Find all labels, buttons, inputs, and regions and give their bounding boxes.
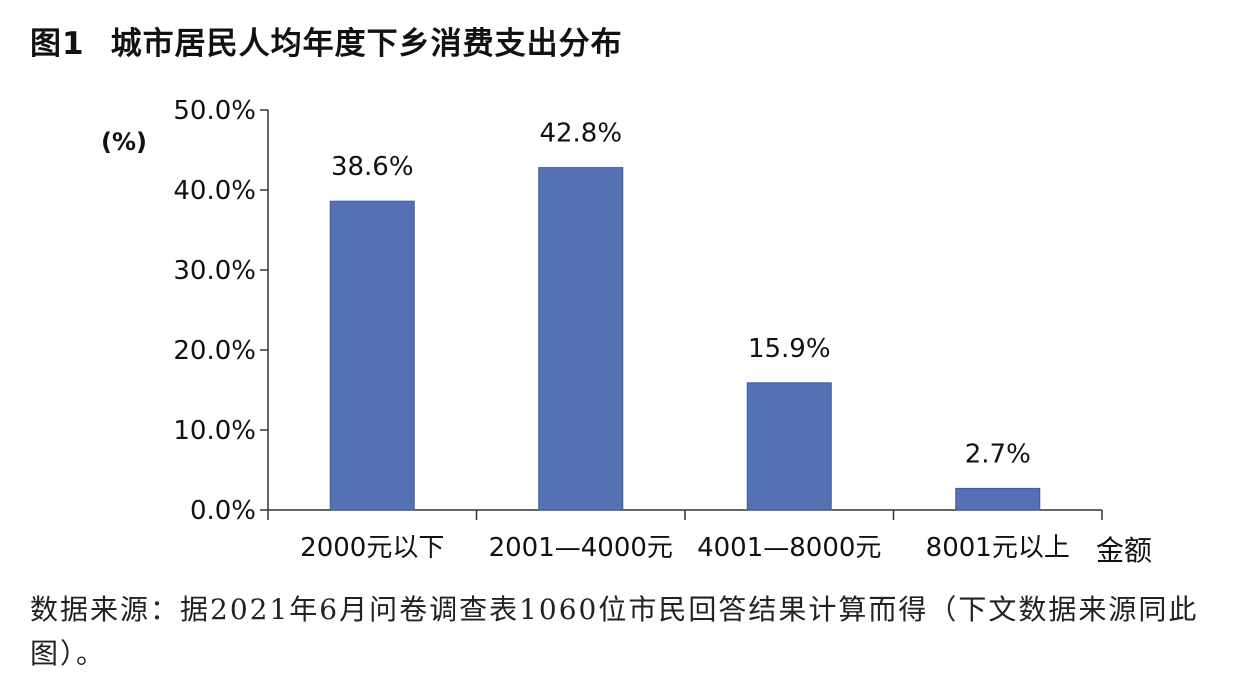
y-tick-label: 10.0%: [173, 416, 256, 446]
y-tick-label: 0.0%: [190, 496, 256, 526]
bar: [746, 382, 832, 511]
figure-title: 图1 城市居民人均年度下乡消费支出分布: [30, 18, 623, 63]
y-axis-label: (%): [101, 128, 147, 156]
bar-chart: 0.0% 10.0% 20.0% 30.0% 40.0% 50.0% (%) 38.6% 200…: [101, 96, 1152, 567]
y-tick-label: 40.0%: [173, 176, 256, 206]
data-label: 42.8%: [539, 119, 622, 149]
data-label: 38.6%: [331, 152, 414, 182]
x-tick-label: 2000元以下: [300, 533, 444, 563]
data-label: 15.9%: [748, 334, 831, 364]
x-tick-label: 2001—4000元: [489, 533, 673, 563]
y-tick-label: 30.0%: [173, 256, 256, 286]
data-label: 2.7%: [965, 439, 1031, 469]
bar: [955, 487, 1041, 511]
x-tick-label: 4001—8000元: [697, 533, 881, 563]
y-tick-label: 20.0%: [173, 336, 256, 366]
y-tick-label: 50.0%: [173, 96, 256, 126]
figure-number: 图1: [30, 26, 85, 62]
figure-title-text: 城市居民人均年度下乡消费支出分布: [110, 26, 623, 62]
x-axis-label: 金额: [1096, 534, 1152, 567]
source-note: 数据来源：据2021年6月问卷调查表1060位市民回答结果计算而得（下文数据来源…: [30, 593, 1199, 670]
bar: [329, 200, 415, 511]
bar: [538, 167, 624, 511]
x-tick-label: 8001元以上: [926, 533, 1070, 563]
